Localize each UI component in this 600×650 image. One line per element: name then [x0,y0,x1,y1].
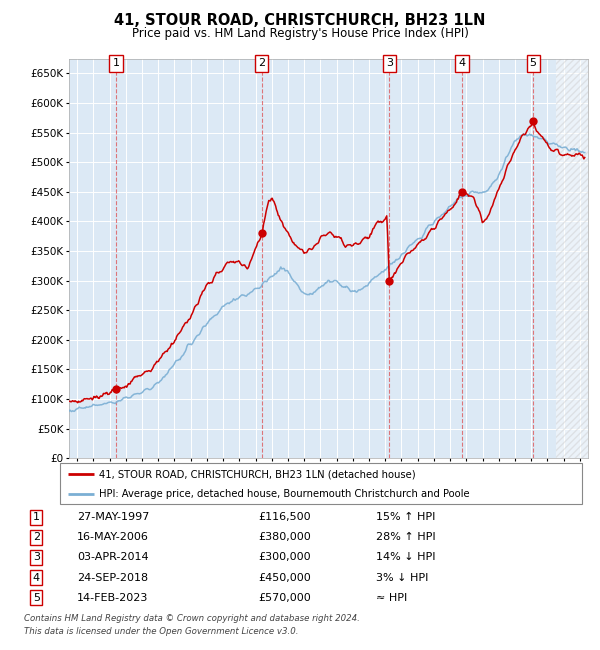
Text: 15% ↑ HPI: 15% ↑ HPI [376,512,435,522]
Text: Contains HM Land Registry data © Crown copyright and database right 2024.: Contains HM Land Registry data © Crown c… [24,614,360,623]
Text: 3% ↓ HPI: 3% ↓ HPI [376,573,428,582]
Text: £300,000: £300,000 [259,552,311,562]
Text: 41, STOUR ROAD, CHRISTCHURCH, BH23 1LN (detached house): 41, STOUR ROAD, CHRISTCHURCH, BH23 1LN (… [99,469,416,479]
FancyBboxPatch shape [60,463,582,504]
Text: 2: 2 [258,58,265,68]
Text: 5: 5 [33,593,40,603]
Text: 1: 1 [33,512,40,522]
Text: Price paid vs. HM Land Registry's House Price Index (HPI): Price paid vs. HM Land Registry's House … [131,27,469,40]
Text: 24-SEP-2018: 24-SEP-2018 [77,573,148,582]
Text: 14-FEB-2023: 14-FEB-2023 [77,593,148,603]
Text: ≈ HPI: ≈ HPI [376,593,407,603]
Text: 3: 3 [386,58,393,68]
Text: 28% ↑ HPI: 28% ↑ HPI [376,532,435,542]
Text: 4: 4 [458,58,466,68]
Text: 4: 4 [33,573,40,582]
Text: HPI: Average price, detached house, Bournemouth Christchurch and Poole: HPI: Average price, detached house, Bour… [99,489,470,499]
Text: 14% ↓ HPI: 14% ↓ HPI [376,552,435,562]
Text: 3: 3 [33,552,40,562]
Text: 1: 1 [113,58,119,68]
Text: £380,000: £380,000 [259,532,311,542]
Text: £116,500: £116,500 [259,512,311,522]
Text: 27-MAY-1997: 27-MAY-1997 [77,512,149,522]
Text: £450,000: £450,000 [259,573,311,582]
Text: £570,000: £570,000 [259,593,311,603]
Text: 5: 5 [530,58,536,68]
Text: 03-APR-2014: 03-APR-2014 [77,552,149,562]
Text: 41, STOUR ROAD, CHRISTCHURCH, BH23 1LN: 41, STOUR ROAD, CHRISTCHURCH, BH23 1LN [115,13,485,28]
Text: This data is licensed under the Open Government Licence v3.0.: This data is licensed under the Open Gov… [24,627,299,636]
Text: 16-MAY-2006: 16-MAY-2006 [77,532,149,542]
Text: 2: 2 [33,532,40,542]
